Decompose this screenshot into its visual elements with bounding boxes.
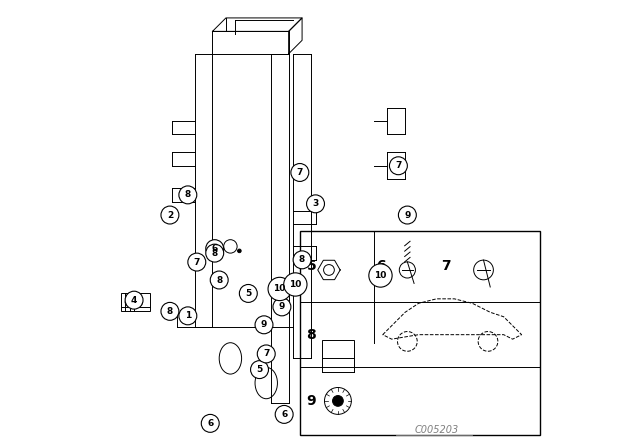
Text: 10: 10 <box>289 280 301 289</box>
Circle shape <box>398 206 416 224</box>
Text: 9: 9 <box>307 394 316 408</box>
Text: 2: 2 <box>167 211 173 220</box>
Circle shape <box>237 249 241 253</box>
Circle shape <box>257 345 275 363</box>
Bar <box>121 293 150 311</box>
Text: 10: 10 <box>273 284 286 293</box>
Circle shape <box>206 244 224 262</box>
Text: 6: 6 <box>207 419 213 428</box>
Circle shape <box>255 316 273 334</box>
Text: 8: 8 <box>212 249 218 258</box>
Circle shape <box>275 405 293 423</box>
Circle shape <box>307 195 324 213</box>
Text: 5: 5 <box>245 289 252 298</box>
Text: 6: 6 <box>212 244 218 253</box>
Text: 10: 10 <box>374 271 387 280</box>
Text: 7: 7 <box>194 258 200 267</box>
Bar <box>323 340 353 358</box>
Circle shape <box>390 157 408 175</box>
Bar <box>300 231 540 435</box>
Circle shape <box>291 164 309 181</box>
Circle shape <box>179 186 197 204</box>
Circle shape <box>211 271 228 289</box>
Text: 9: 9 <box>279 302 285 311</box>
Circle shape <box>284 273 307 296</box>
Circle shape <box>273 298 291 316</box>
Circle shape <box>161 206 179 224</box>
Circle shape <box>201 414 219 432</box>
Text: 9: 9 <box>404 211 410 220</box>
Circle shape <box>333 396 343 406</box>
Text: C005203: C005203 <box>414 425 459 435</box>
Circle shape <box>250 361 269 379</box>
Text: 7: 7 <box>396 161 401 170</box>
Circle shape <box>293 251 311 269</box>
Circle shape <box>206 240 224 258</box>
Circle shape <box>188 253 206 271</box>
Circle shape <box>161 302 179 320</box>
Text: 1: 1 <box>185 311 191 320</box>
Text: 8: 8 <box>167 307 173 316</box>
Text: 7: 7 <box>441 259 451 273</box>
Circle shape <box>239 284 257 302</box>
Text: 4: 4 <box>131 296 137 305</box>
Text: 5: 5 <box>257 365 262 374</box>
Circle shape <box>125 291 143 309</box>
Circle shape <box>369 264 392 287</box>
Text: 6: 6 <box>281 410 287 419</box>
Text: 8: 8 <box>185 190 191 199</box>
Text: 7: 7 <box>263 349 269 358</box>
Text: 9: 9 <box>261 320 267 329</box>
Text: 8: 8 <box>216 276 222 284</box>
Text: 6: 6 <box>376 259 386 273</box>
Text: 5: 5 <box>307 259 316 273</box>
Text: 7: 7 <box>297 168 303 177</box>
Circle shape <box>179 307 197 325</box>
Text: 8: 8 <box>299 255 305 264</box>
Circle shape <box>268 277 291 301</box>
Text: 8: 8 <box>307 327 316 342</box>
Text: 3: 3 <box>312 199 319 208</box>
